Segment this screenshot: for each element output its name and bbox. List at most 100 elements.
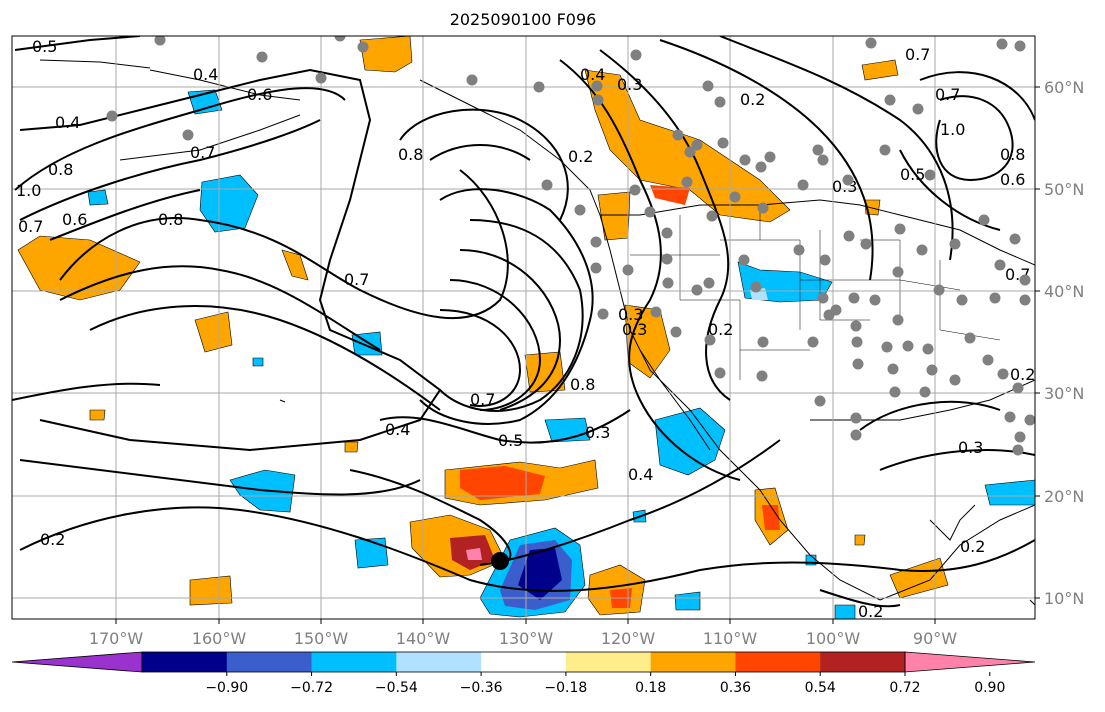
observation-point [629,184,641,196]
observation-point [865,37,877,49]
longitude-axis: 170°W 160°W 150°W 140°W 130°W 120°W 110°… [89,619,957,648]
colorbar-cell [396,652,482,672]
colorbar-frame [141,651,906,673]
colorbar-tick-label: −0.36 [460,680,503,696]
contour-label: 0.2 [708,320,733,339]
observation-point [850,429,862,441]
observation-point [106,110,118,122]
contour-label: 0.8 [570,375,595,394]
lat-tick-label: 40°N [1044,282,1084,301]
contour-label: 0.7 [190,143,215,162]
contour-label: 0.6 [62,210,87,229]
colorbar-cell [820,652,906,672]
contour-label: 0.2 [960,537,985,556]
observation-point [887,363,899,375]
colorbar-tick-label: −0.72 [290,680,333,696]
contour-label: 0.6 [247,85,272,104]
observation-point [912,103,924,115]
contour-label: 0.8 [398,145,423,164]
contour-label: 0.7 [18,217,43,236]
observation-point [704,334,716,346]
observation-point [1014,431,1026,443]
observation-point [949,374,961,386]
contour-label: 0.2 [1010,365,1035,384]
observation-point [902,340,914,352]
colorbar-cell [481,652,567,672]
observation-point [996,38,1008,50]
observation-point [817,154,829,166]
observation-point [848,292,860,304]
observation-point [933,284,945,296]
observation-point [850,412,862,424]
colorbar-extend-high [904,651,1036,673]
observation-point [978,214,990,226]
observation-point [702,80,714,92]
observation-point [1019,274,1031,286]
observation-point [590,262,602,274]
observation-point [892,266,904,278]
observation-point [869,294,881,306]
colorbar-tick-label: 0.72 [889,680,920,696]
observation-point [662,277,674,289]
observation-point [797,179,809,191]
observation-point [879,144,891,156]
observation-point [982,354,994,366]
colorbar-tick-label: −0.54 [375,680,418,696]
observation-point [590,236,602,248]
observation-point [764,151,776,163]
observation-point [851,336,863,348]
observation-point [757,202,769,214]
lat-tick-label: 20°N [1044,487,1084,506]
contour-label: 0.4 [55,113,80,132]
lat-tick-label: 30°N [1044,384,1084,403]
observation-point [852,358,864,370]
lat-tick-label: 50°N [1044,180,1084,199]
colorbar-cell [226,652,313,672]
observation-point [916,244,928,256]
observation-point [819,254,831,266]
observation-point [597,308,609,320]
observation-point [729,191,741,203]
contour-label: 0.5 [32,37,57,56]
observation-point [919,386,931,398]
contour-label: 0.3 [958,438,983,457]
observation-point [1009,233,1021,245]
observation-point [592,94,604,106]
observation-point [622,264,634,276]
observation-point [793,244,805,256]
contour-label: 0.7 [935,85,960,104]
lat-tick-label: 60°N [1044,78,1084,97]
observation-point [630,49,642,61]
contour-label: 0.4 [193,65,218,84]
observation-point [997,368,1009,380]
observation-point [757,336,769,348]
observation-point [661,227,673,239]
observation-point [154,36,166,46]
contour-label: 0.8 [48,160,73,179]
observation-point [1024,414,1035,426]
observation-point [717,137,729,149]
lon-tick-label: 150°W [294,629,349,648]
observation-point [738,254,750,266]
observation-point [574,204,586,216]
colorbar-cell [650,652,736,672]
contour-label: 0.2 [568,147,593,166]
plot-title: 2025090100 F096 [449,10,597,29]
colorbar-extend-low [11,651,143,673]
contour-label: 0.4 [385,420,410,439]
observation-point [922,343,934,355]
latitude-axis: 10°N 20°N 30°N 40°N 50°N 60°N [1035,78,1084,608]
storm-center-marker [491,552,509,570]
observation-point [756,370,768,382]
observation-point [892,314,904,326]
observation-point [755,161,767,173]
contour-label: 0.7 [905,45,930,64]
observation-point [843,230,855,242]
lon-tick-label: 170°W [89,629,144,648]
observation-point [1012,444,1024,456]
observation-point [661,253,673,265]
observation-point [924,169,936,181]
contour-label: 0.8 [1000,145,1025,164]
gridlines [12,36,1035,619]
